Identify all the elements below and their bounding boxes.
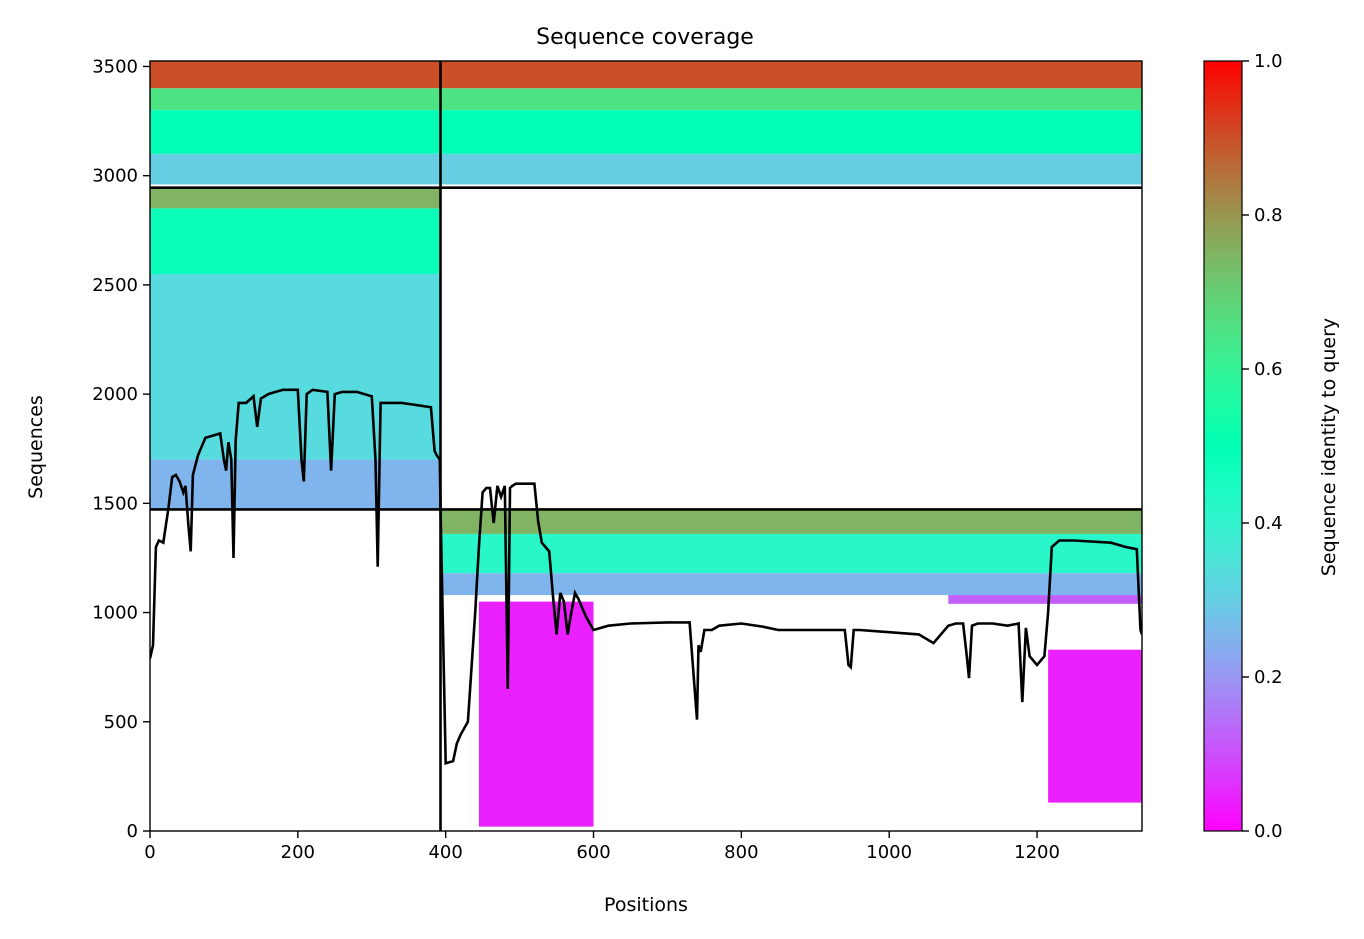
heatmap-band	[150, 273, 441, 460]
heatmap-band	[150, 61, 441, 89]
heatmap-band	[1048, 649, 1142, 803]
heatmap-band	[440, 573, 1142, 596]
y-axis: 0 500 1000 1500 2000 2500 3000 3500	[92, 56, 150, 842]
y-tick-label: 1500	[92, 493, 138, 514]
y-tick-label: 2500	[92, 275, 138, 296]
colorbar-label: Sequence identity to query	[1318, 318, 1340, 576]
plot-frame	[149, 60, 1143, 832]
x-tick-label: 800	[724, 842, 758, 863]
heatmap-band	[478, 601, 594, 827]
y-tick-label: 3500	[92, 56, 138, 77]
y-tick-label: 0	[127, 821, 138, 842]
heatmap-band	[440, 110, 1142, 154]
heatmap-band	[150, 153, 441, 185]
colorbar-tick-label: 0.0	[1254, 821, 1283, 842]
colorbar	[1203, 60, 1243, 832]
heatmap-band	[150, 459, 441, 510]
heatmap-band	[440, 153, 1142, 185]
heatmap-band	[150, 187, 441, 209]
x-tick-label: 600	[576, 842, 610, 863]
x-tick-label: 0	[144, 842, 155, 863]
colorbar-tick-label: 1.0	[1254, 51, 1283, 72]
heatmap-band	[440, 509, 1142, 534]
y-axis-title: Sequences	[25, 395, 47, 499]
x-tick-label: 200	[281, 842, 315, 863]
heatmap-band	[150, 88, 441, 111]
heatmap-layer	[150, 61, 1142, 827]
heatmap-band	[440, 533, 1142, 574]
y-tick-label: 2000	[92, 384, 138, 405]
x-axis: 0 200 400 600 800 1000 1200	[144, 831, 1060, 863]
colorbar-tick-label: 0.6	[1254, 359, 1283, 380]
coverage-line	[150, 388, 1142, 766]
y-tick-label: 3000	[92, 166, 138, 187]
heatmap-band	[440, 88, 1142, 111]
x-tick-label: 1200	[1014, 842, 1060, 863]
heatmap-band	[948, 595, 1142, 604]
colorbar-tick-label: 0.4	[1254, 513, 1283, 534]
divider-lines	[150, 61, 1142, 831]
colorbar-ticks: 0.0 0.2 0.4 0.6 0.8 1.0	[1242, 51, 1283, 842]
x-tick-label: 400	[428, 842, 462, 863]
y-tick-label: 500	[104, 712, 138, 733]
heatmap-band	[150, 110, 441, 154]
chart-title: Sequence coverage	[536, 25, 754, 50]
y-tick-label: 1000	[92, 603, 138, 624]
heatmap-band	[440, 61, 1142, 89]
x-tick-label: 1000	[866, 842, 912, 863]
heatmap-band	[150, 208, 441, 274]
colorbar-tick-label: 0.2	[1254, 667, 1283, 688]
colorbar-tick-label: 0.8	[1254, 205, 1283, 226]
x-axis-title: Positions	[604, 894, 688, 916]
